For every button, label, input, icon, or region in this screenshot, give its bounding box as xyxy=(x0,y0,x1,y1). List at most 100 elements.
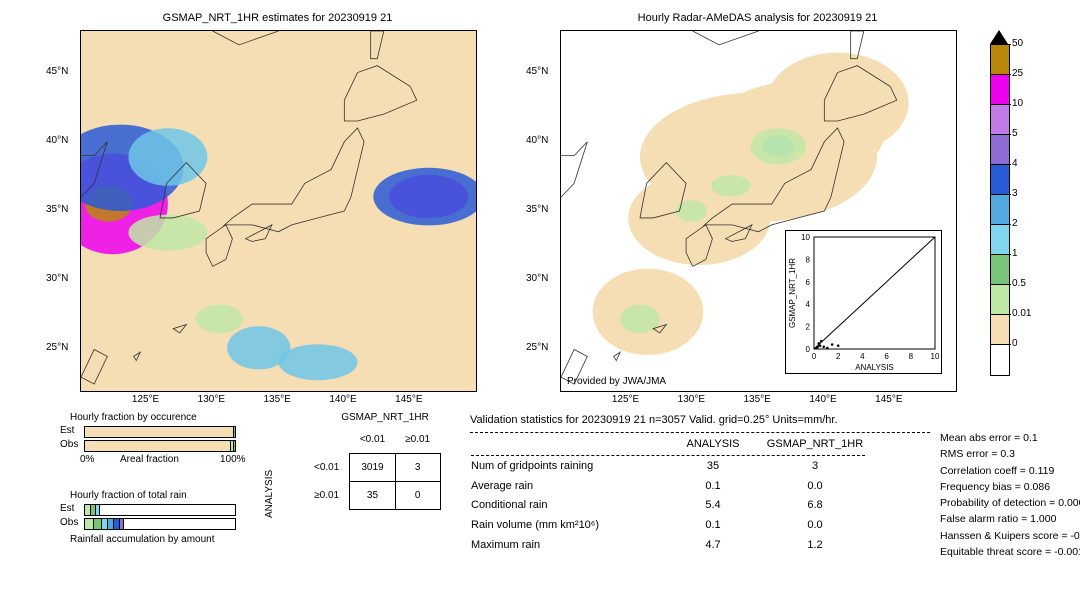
left-map-title: GSMAP_NRT_1HR estimates for 20230919 21 xyxy=(80,12,475,24)
svg-text:4: 4 xyxy=(860,352,865,361)
cont-cell: 3 xyxy=(395,454,440,482)
bar-row-label: Obs xyxy=(60,517,78,528)
colorbar-segment xyxy=(990,164,1010,196)
val-a: 35 xyxy=(662,457,764,477)
x-tick: 140°E xyxy=(809,394,836,405)
val-row-label: Average rain xyxy=(470,477,662,497)
val-row-label: Rain volume (mm km²10⁶) xyxy=(470,516,662,536)
bar-occ-title: Hourly fraction by occurence xyxy=(70,412,197,423)
colorbar-label: 50 xyxy=(1012,38,1023,49)
attribution-text: Provided by JWA/JMA xyxy=(567,376,666,387)
bar-segment xyxy=(233,440,237,452)
colorbar-segment xyxy=(990,344,1010,376)
val-col-h: ANALYSIS xyxy=(662,435,764,455)
cont-row-h: ≥0.01 xyxy=(304,482,350,510)
bar-row-label: Est xyxy=(60,503,74,514)
bar-axis-0: 0% xyxy=(80,454,94,465)
stat-line: Probability of detection = 0.000 xyxy=(940,495,1080,511)
x-tick: 130°E xyxy=(198,394,225,405)
stat-line: Frequency bias = 0.086 xyxy=(940,479,1080,495)
colorbar-segment xyxy=(990,134,1010,166)
validation-title: Validation statistics for 20230919 21 n=… xyxy=(470,412,930,430)
val-b: 1.2 xyxy=(764,536,866,556)
cont-cell: 0 xyxy=(395,482,440,510)
colorbar-label: 0 xyxy=(1012,338,1018,349)
right-map-title: Hourly Radar-AMeDAS analysis for 2023091… xyxy=(560,12,955,24)
bar-row-label: Est xyxy=(60,425,74,436)
stat-line: Hanssen & Kuipers score = -0.001 xyxy=(940,528,1080,544)
x-tick: 125°E xyxy=(132,394,159,405)
svg-text:6: 6 xyxy=(884,352,889,361)
stat-line: Mean abs error = 0.1 xyxy=(940,430,1080,446)
colorbar-segment xyxy=(990,74,1010,106)
val-b: 6.8 xyxy=(764,496,866,516)
val-b: 3 xyxy=(764,457,866,477)
x-tick: 145°E xyxy=(395,394,422,405)
colorbar-segment xyxy=(990,254,1010,286)
svg-text:6: 6 xyxy=(806,278,811,287)
svg-text:2: 2 xyxy=(806,323,811,332)
y-tick: 35°N xyxy=(46,204,68,215)
val-a: 5.4 xyxy=(662,496,764,516)
bar-row-label: Obs xyxy=(60,439,78,450)
x-tick: 145°E xyxy=(875,394,902,405)
inset-scatter: 00224466881010ANALYSISGSMAP_NRT_1HR xyxy=(785,230,942,374)
cont-col-title: GSMAP_NRT_1HR xyxy=(320,412,450,423)
cont-cell: 3019 xyxy=(350,454,395,482)
x-tick: 130°E xyxy=(678,394,705,405)
colorbar-segment xyxy=(990,44,1010,76)
colorbar-label: 25 xyxy=(1012,68,1023,79)
cont-cell: 35 xyxy=(350,482,395,510)
val-a: 0.1 xyxy=(662,477,764,497)
x-tick: 135°E xyxy=(264,394,291,405)
val-col-h: GSMAP_NRT_1HR xyxy=(764,435,866,455)
x-tick: 140°E xyxy=(329,394,356,405)
colorbar-segment xyxy=(990,104,1010,136)
colorbar-label: 4 xyxy=(1012,158,1018,169)
val-row-label: Num of gridpoints raining xyxy=(470,457,662,477)
validation-left: Validation statistics for 20230919 21 n=… xyxy=(470,412,930,555)
svg-text:2: 2 xyxy=(836,352,841,361)
svg-text:8: 8 xyxy=(806,255,811,264)
stat-line: Equitable threat score = -0.001 xyxy=(940,544,1080,560)
cont-col-h: <0.01 xyxy=(350,426,395,454)
val-row-label: Maximum rain xyxy=(470,536,662,556)
stat-line: False alarm ratio = 1.000 xyxy=(940,511,1080,527)
svg-text:8: 8 xyxy=(909,352,914,361)
colorbar-label: 5 xyxy=(1012,128,1018,139)
svg-text:0: 0 xyxy=(806,345,811,354)
bar-axis-label: Areal fraction xyxy=(120,454,179,465)
colorbar-segment xyxy=(990,224,1010,256)
colorbar-label: 1 xyxy=(1012,248,1018,259)
inset-svg: 00224466881010ANALYSISGSMAP_NRT_1HR xyxy=(786,231,941,373)
svg-text:ANALYSIS: ANALYSIS xyxy=(855,363,894,372)
cont-col-h: ≥0.01 xyxy=(395,426,440,454)
y-tick: 40°N xyxy=(526,135,548,146)
bar-segment xyxy=(99,504,236,516)
val-b: 0.0 xyxy=(764,516,866,536)
stat-line: RMS error = 0.3 xyxy=(940,446,1080,462)
left-map-svg xyxy=(81,31,476,391)
val-row-label: Conditional rain xyxy=(470,496,662,516)
validation-right: Mean abs error = 0.1RMS error = 0.3Corre… xyxy=(940,430,1080,560)
colorbar-segment xyxy=(990,314,1010,346)
y-tick: 40°N xyxy=(46,135,68,146)
colorbar-label: 0.5 xyxy=(1012,278,1026,289)
svg-text:0: 0 xyxy=(812,352,817,361)
bar-tot-title: Hourly fraction of total rain xyxy=(70,490,187,501)
y-tick: 25°N xyxy=(526,342,548,353)
y-tick: 25°N xyxy=(46,342,68,353)
colorbar-triangle xyxy=(990,30,1008,44)
colorbar-segment xyxy=(990,284,1010,316)
left-map-panel xyxy=(80,30,477,392)
y-tick: 30°N xyxy=(46,273,68,284)
x-tick: 125°E xyxy=(612,394,639,405)
y-tick: 45°N xyxy=(526,66,548,77)
svg-text:4: 4 xyxy=(806,300,811,309)
svg-text:GSMAP_NRT_1HR: GSMAP_NRT_1HR xyxy=(788,258,797,328)
cont-row-h: <0.01 xyxy=(304,454,350,482)
cont-row-title: ANALYSIS xyxy=(264,470,275,518)
bar-segment xyxy=(84,440,232,452)
val-a: 4.7 xyxy=(662,536,764,556)
colorbar: 502510543210.50.010 xyxy=(990,30,1050,390)
